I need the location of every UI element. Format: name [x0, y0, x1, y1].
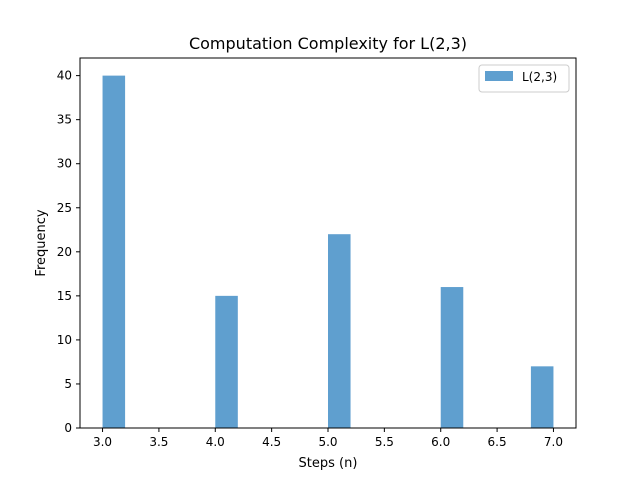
y-tick-label: 15: [57, 289, 72, 303]
x-axis-label: Steps (n): [299, 456, 358, 471]
x-tick-label: 6.0: [431, 435, 450, 449]
y-tick-label: 20: [57, 245, 72, 259]
y-tick-label: 0: [64, 421, 72, 435]
plot-frame: [79, 57, 577, 429]
x-tick-label: 6.5: [488, 435, 507, 449]
y-tick-label: 40: [57, 69, 72, 83]
x-axis-ticks: 3.0 3.5 4.0 4.5 5.0 5.5 6.0 6.5 7.0: [93, 428, 563, 449]
bar-0: [102, 75, 126, 428]
bar-2: [328, 234, 351, 428]
bars-group: [102, 75, 554, 428]
x-tick-label: 3.5: [149, 435, 168, 449]
x-tick-label: 4.0: [206, 435, 225, 449]
x-tick-label: 5.5: [375, 435, 394, 449]
bar-1: [215, 295, 238, 428]
chart-title: Computation Complexity for L(2,3): [189, 34, 467, 53]
y-tick-label: 30: [57, 157, 72, 171]
y-tick-label: 35: [57, 113, 72, 127]
x-tick-label: 4.5: [262, 435, 281, 449]
bar-4: [530, 366, 554, 428]
x-tick-label: 7.0: [544, 435, 563, 449]
bar-3: [440, 287, 464, 428]
y-tick-label: 25: [57, 201, 72, 215]
legend: L(2,3): [478, 64, 570, 93]
x-tick-label: 3.0: [93, 435, 112, 449]
y-tick-label: 5: [64, 377, 72, 391]
legend-swatch: [485, 71, 513, 81]
y-tick-label: 10: [57, 333, 72, 347]
legend-label: L(2,3): [522, 70, 557, 84]
x-tick-label: 5.0: [318, 435, 337, 449]
y-axis-label: Frequency: [34, 209, 49, 276]
y-axis-ticks: 0 5 10 15 20 25 30 35 40: [57, 69, 80, 435]
